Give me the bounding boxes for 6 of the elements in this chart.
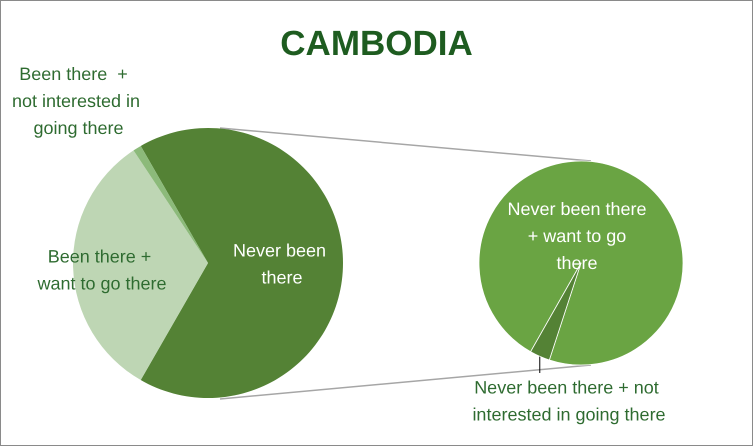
slice-label: Been there + not interested in going there bbox=[12, 64, 140, 138]
slice-label: Never been there bbox=[232, 240, 332, 288]
slice-label: Been there + want to go there bbox=[36, 246, 167, 294]
slice-label: Never been there + want to go there bbox=[507, 199, 647, 273]
chart-title: CAMBODIA bbox=[280, 24, 473, 63]
slice-label: Never been there + not interested in going there bbox=[472, 378, 666, 424]
